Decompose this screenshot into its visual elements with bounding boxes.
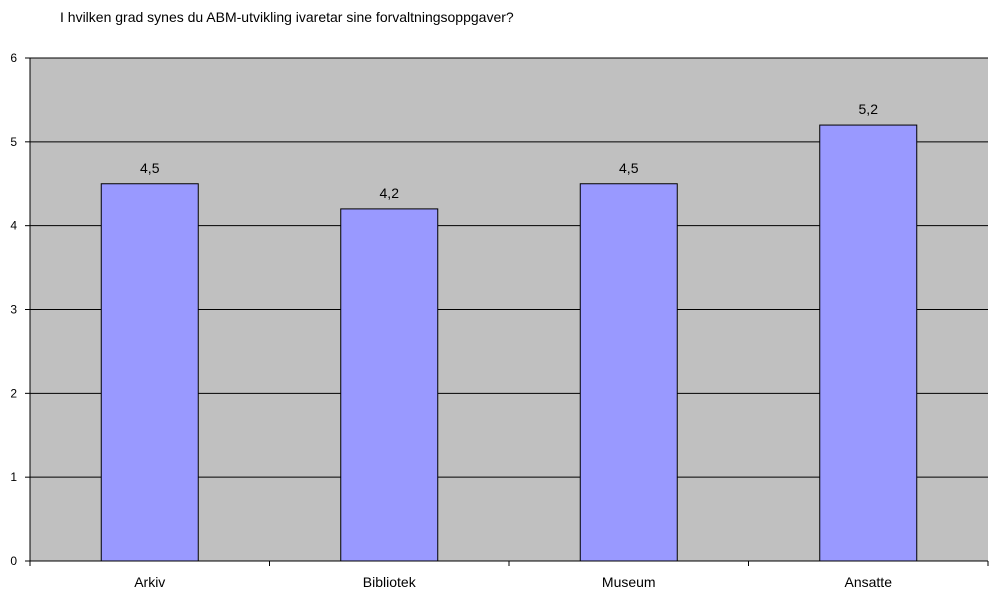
y-tick-label: 4 <box>10 219 17 233</box>
y-tick-label: 0 <box>10 554 17 568</box>
data-label: 4,5 <box>140 160 160 176</box>
bars <box>100 124 918 562</box>
labels: 4,5 Arkiv 4,2 Bibliotek 4,5 Museum 5,2 Ansatte 0… <box>10 51 892 590</box>
bar-arkiv <box>100 183 199 562</box>
data-label: 4,5 <box>619 160 639 176</box>
bar-ansatte <box>819 124 918 562</box>
chart-title: I hvilken grad synes du ABM-utvikling iv… <box>60 9 514 25</box>
x-tick-label: Bibliotek <box>363 574 417 590</box>
bar-museum <box>579 183 678 562</box>
y-tick-label: 3 <box>10 303 17 317</box>
axes <box>25 57 989 566</box>
y-tick-label: 2 <box>10 386 17 400</box>
y-tick-label: 1 <box>10 470 17 484</box>
x-tick-label: Arkiv <box>134 574 165 590</box>
x-tick-label: Ansatte <box>845 574 893 590</box>
y-tick-label: 6 <box>10 51 17 65</box>
data-label: 4,2 <box>380 185 400 201</box>
x-tick-label: Museum <box>602 574 656 590</box>
y-tick-label: 5 <box>10 135 17 149</box>
bar-bibliotek <box>340 208 439 562</box>
data-label: 5,2 <box>859 101 879 117</box>
